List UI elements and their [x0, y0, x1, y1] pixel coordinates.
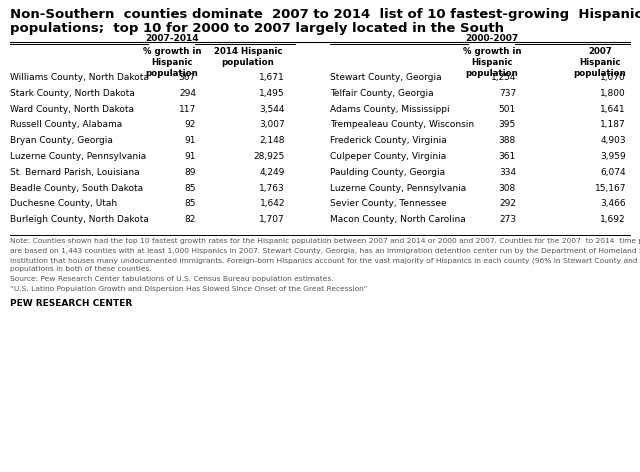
Text: 28,925: 28,925	[253, 152, 285, 161]
Text: 3,466: 3,466	[600, 199, 626, 209]
Text: % growth in
Hispanic
population: % growth in Hispanic population	[463, 47, 521, 78]
Text: Paulding County, Georgia: Paulding County, Georgia	[330, 168, 445, 177]
Text: Source: Pew Research Center tabulations of U.S. Census Bureau population estimat: Source: Pew Research Center tabulations …	[10, 276, 333, 282]
Text: 4,249: 4,249	[260, 168, 285, 177]
Text: 1,763: 1,763	[259, 184, 285, 193]
Text: 361: 361	[499, 152, 516, 161]
Text: Williams County, North Dakota: Williams County, North Dakota	[10, 73, 149, 82]
Text: Sevier County, Tennessee: Sevier County, Tennessee	[330, 199, 447, 209]
Text: 2014 Hispanic
population: 2014 Hispanic population	[214, 47, 282, 67]
Text: 334: 334	[499, 168, 516, 177]
Text: populations in both of these counties.: populations in both of these counties.	[10, 267, 152, 272]
Text: “U.S. Latino Population Growth and Dispersion Has Slowed Since Onset of the Grea: “U.S. Latino Population Growth and Dispe…	[10, 286, 367, 292]
Text: 91: 91	[184, 136, 196, 145]
Text: 737: 737	[499, 89, 516, 98]
Text: 2,148: 2,148	[259, 136, 285, 145]
Text: 117: 117	[179, 105, 196, 114]
Text: 2007-2014: 2007-2014	[145, 34, 199, 43]
Text: Bryan County, Georgia: Bryan County, Georgia	[10, 136, 113, 145]
Text: 15,167: 15,167	[595, 184, 626, 193]
Text: 1,641: 1,641	[600, 105, 626, 114]
Text: 2007
Hispanic
population: 2007 Hispanic population	[573, 47, 627, 78]
Text: Ward County, North Dakota: Ward County, North Dakota	[10, 105, 134, 114]
Text: Beadle County, South Dakota: Beadle County, South Dakota	[10, 184, 143, 193]
Text: Russell County, Alabama: Russell County, Alabama	[10, 120, 122, 129]
Text: 1,707: 1,707	[259, 215, 285, 224]
Text: 3,959: 3,959	[600, 152, 626, 161]
Text: Stark County, North Dakota: Stark County, North Dakota	[10, 89, 135, 98]
Text: 2000-2007: 2000-2007	[465, 34, 518, 43]
Text: Culpeper County, Virginia: Culpeper County, Virginia	[330, 152, 446, 161]
Text: % growth in
Hispanic
population: % growth in Hispanic population	[143, 47, 201, 78]
Text: Frederick County, Virginia: Frederick County, Virginia	[330, 136, 447, 145]
Text: 388: 388	[499, 136, 516, 145]
Text: Luzerne County, Pennsylvania: Luzerne County, Pennsylvania	[330, 184, 467, 193]
Text: 367: 367	[179, 73, 196, 82]
Text: 6,074: 6,074	[600, 168, 626, 177]
Text: Adams County, Mississippi: Adams County, Mississippi	[330, 105, 450, 114]
Text: 294: 294	[179, 89, 196, 98]
Text: 89: 89	[184, 168, 196, 177]
Text: 1,671: 1,671	[259, 73, 285, 82]
Text: 292: 292	[499, 199, 516, 209]
Text: 1,692: 1,692	[600, 215, 626, 224]
Text: 92: 92	[184, 120, 196, 129]
Text: PEW RESEARCH CENTER: PEW RESEARCH CENTER	[10, 299, 132, 308]
Text: 85: 85	[184, 199, 196, 209]
Text: Duchesne County, Utah: Duchesne County, Utah	[10, 199, 117, 209]
Text: 82: 82	[184, 215, 196, 224]
Text: 85: 85	[184, 184, 196, 193]
Text: Burleigh County, North Dakota: Burleigh County, North Dakota	[10, 215, 149, 224]
Text: 1,187: 1,187	[600, 120, 626, 129]
Text: 91: 91	[184, 152, 196, 161]
Text: Note: Counties shown had the top 10 fastest growth rates for the Hispanic popula: Note: Counties shown had the top 10 fast…	[10, 238, 640, 244]
Text: 1,254: 1,254	[490, 73, 516, 82]
Text: Trempealeau County, Wisconsin: Trempealeau County, Wisconsin	[330, 120, 474, 129]
Text: are based on 1,443 counties with at least 1,000 Hispanics in 2007. Stewart Count: are based on 1,443 counties with at leas…	[10, 247, 640, 254]
Text: 395: 395	[499, 120, 516, 129]
Text: 1,800: 1,800	[600, 89, 626, 98]
Text: Telfair County, Georgia: Telfair County, Georgia	[330, 89, 434, 98]
Text: 3,544: 3,544	[259, 105, 285, 114]
Text: Luzerne County, Pennsylvania: Luzerne County, Pennsylvania	[10, 152, 147, 161]
Text: Macon County, North Carolina: Macon County, North Carolina	[330, 215, 466, 224]
Text: 308: 308	[499, 184, 516, 193]
Text: 273: 273	[499, 215, 516, 224]
Text: 1,642: 1,642	[259, 199, 285, 209]
Text: populations;  top 10 for 2000 to 2007 largely located in the South: populations; top 10 for 2000 to 2007 lar…	[10, 22, 504, 35]
Text: Stewart County, Georgia: Stewart County, Georgia	[330, 73, 442, 82]
Text: St. Bernard Parish, Louisiana: St. Bernard Parish, Louisiana	[10, 168, 140, 177]
Text: 501: 501	[499, 105, 516, 114]
Text: institution that houses many undocumented immigrants. Foreign-born Hispanics acc: institution that houses many undocumente…	[10, 257, 640, 263]
Text: 4,903: 4,903	[600, 136, 626, 145]
Text: Non-Southern  counties dominate  2007 to 2014  list of 10 fastest-growing  Hispa: Non-Southern counties dominate 2007 to 2…	[10, 8, 640, 21]
Text: 3,007: 3,007	[259, 120, 285, 129]
Text: 1,495: 1,495	[259, 89, 285, 98]
Text: 1,070: 1,070	[600, 73, 626, 82]
